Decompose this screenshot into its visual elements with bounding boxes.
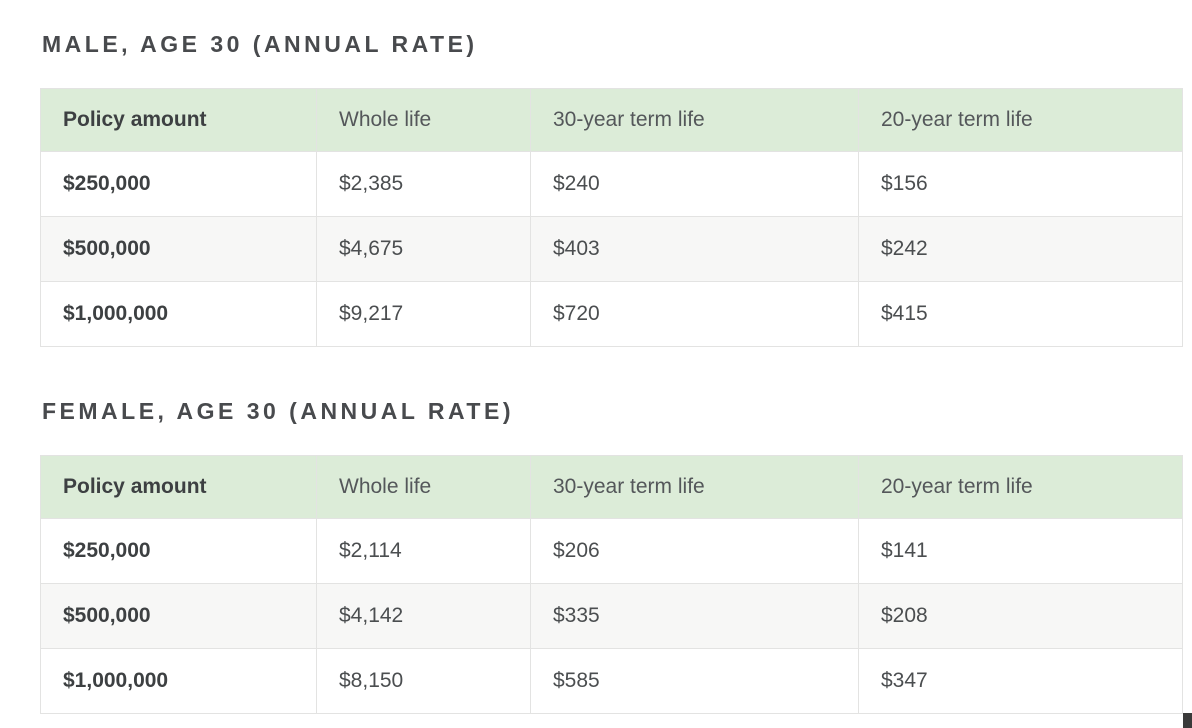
table-row: $250,000 $2,385 $240 $156: [40, 151, 1183, 217]
whole-life-rate-cell: $4,675: [316, 216, 531, 282]
policy-amount-cell: $250,000: [40, 151, 317, 217]
male-rates-table: Policy amount Whole life 30-year term li…: [40, 88, 1183, 347]
policy-amount-cell: $250,000: [40, 518, 317, 584]
policy-amount-cell: $500,000: [40, 583, 317, 649]
table-row: $500,000 $4,142 $335 $208: [40, 583, 1183, 649]
column-header-30-year-term: 30-year term life: [530, 455, 859, 519]
whole-life-rate-cell: $2,385: [316, 151, 531, 217]
table-row: $250,000 $2,114 $206 $141: [40, 518, 1183, 584]
section-title-male: MALE, AGE 30 (ANNUAL RATE): [42, 31, 478, 57]
policy-amount-cell: $500,000: [40, 216, 317, 282]
female-rates-table: Policy amount Whole life 30-year term li…: [40, 455, 1183, 714]
term-20-rate-cell: $242: [858, 216, 1183, 282]
policy-amount-cell: $1,000,000: [40, 281, 317, 347]
term-30-rate-cell: $206: [530, 518, 859, 584]
term-30-rate-cell: $403: [530, 216, 859, 282]
whole-life-rate-cell: $2,114: [316, 518, 531, 584]
whole-life-rate-cell: $9,217: [316, 281, 531, 347]
term-20-rate-cell: $208: [858, 583, 1183, 649]
whole-life-rate-cell: $4,142: [316, 583, 531, 649]
column-header-whole-life: Whole life: [316, 455, 531, 519]
term-20-rate-cell: $141: [858, 518, 1183, 584]
table-row: $1,000,000 $8,150 $585 $347: [40, 648, 1183, 714]
cursor-artifact: [1183, 713, 1192, 728]
term-20-rate-cell: $156: [858, 151, 1183, 217]
term-30-rate-cell: $240: [530, 151, 859, 217]
section-title-female: FEMALE, AGE 30 (ANNUAL RATE): [42, 398, 514, 424]
column-header-whole-life: Whole life: [316, 88, 531, 152]
header-row: Policy amount Whole life 30-year term li…: [40, 88, 1183, 152]
policy-amount-cell: $1,000,000: [40, 648, 317, 714]
whole-life-rate-cell: $8,150: [316, 648, 531, 714]
table-row: $1,000,000 $9,217 $720 $415: [40, 281, 1183, 347]
term-30-rate-cell: $720: [530, 281, 859, 347]
column-header-20-year-term: 20-year term life: [858, 88, 1183, 152]
term-20-rate-cell: $415: [858, 281, 1183, 347]
term-20-rate-cell: $347: [858, 648, 1183, 714]
column-header-20-year-term: 20-year term life: [858, 455, 1183, 519]
column-header-policy-amount: Policy amount: [40, 88, 317, 152]
header-row: Policy amount Whole life 30-year term li…: [40, 455, 1183, 519]
column-header-30-year-term: 30-year term life: [530, 88, 859, 152]
column-header-policy-amount: Policy amount: [40, 455, 317, 519]
term-30-rate-cell: $335: [530, 583, 859, 649]
female-rates-section: FEMALE, AGE 30 (ANNUAL RATE) Policy amou…: [40, 398, 1192, 714]
male-rates-section: MALE, AGE 30 (ANNUAL RATE) Policy amount…: [40, 31, 1192, 347]
term-30-rate-cell: $585: [530, 648, 859, 714]
table-row: $500,000 $4,675 $403 $242: [40, 216, 1183, 282]
